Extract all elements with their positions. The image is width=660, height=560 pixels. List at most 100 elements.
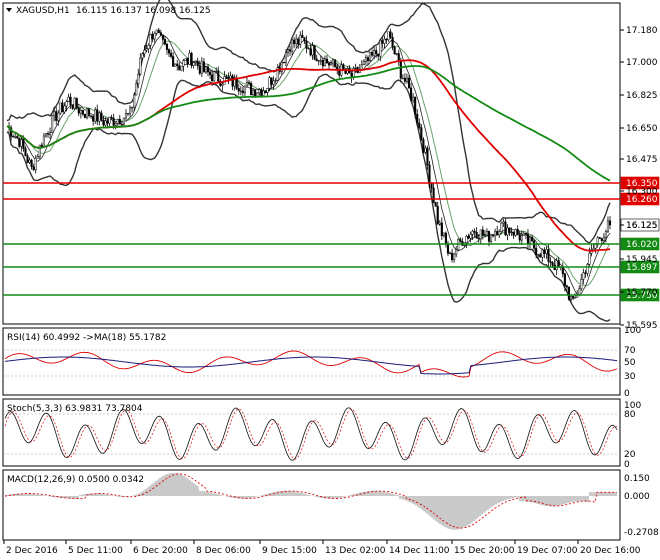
candle-body (135, 83, 138, 96)
candle-body (139, 57, 142, 75)
candle-body (354, 67, 357, 69)
candle-body (563, 273, 566, 287)
candle-body (467, 235, 470, 239)
candle-body (262, 90, 265, 96)
candle-body (323, 58, 326, 67)
candle-body (254, 90, 257, 97)
candle-body (284, 52, 287, 63)
candle-body (28, 159, 31, 163)
candle-body (110, 116, 113, 119)
candle-body (375, 50, 378, 55)
candle-body (373, 50, 376, 56)
candle-body (92, 116, 95, 122)
candle-body (377, 53, 380, 57)
candle-body (122, 117, 125, 125)
candle-body (42, 135, 45, 148)
stoch-signal-line (4, 408, 618, 460)
candle-body (362, 61, 365, 65)
bollinger-lower (6, 73, 611, 322)
time-axis-label: 20 Dec 16:00 (580, 546, 641, 556)
candle-body (34, 157, 37, 171)
ma-mid (6, 40, 611, 287)
price-axis-label: 16.475 (626, 155, 658, 165)
candle-body (502, 221, 505, 224)
candle-body (176, 63, 179, 66)
candle-body (510, 231, 513, 234)
candle-body (545, 249, 548, 254)
candle-body (297, 38, 300, 45)
candle-body (303, 37, 306, 42)
candle-body (280, 61, 283, 72)
rsi-panel[interactable] (2, 327, 621, 396)
level-label: 16.125 (626, 221, 658, 231)
candle-body (485, 230, 488, 236)
candle-body (245, 82, 249, 87)
candle-body (153, 33, 156, 40)
candle-body (516, 229, 519, 235)
candle-body (243, 85, 246, 94)
candle-body (522, 233, 525, 236)
candle-body (209, 71, 212, 75)
candle-body (106, 120, 109, 124)
candle-body (215, 70, 218, 73)
level-tag-16.350 (620, 176, 660, 190)
candle-body (258, 89, 261, 94)
candle-body (531, 236, 534, 242)
candle-body (407, 77, 411, 89)
candle-body (116, 119, 119, 124)
candle-body (551, 262, 554, 266)
candle-body (549, 261, 552, 263)
candle-body (188, 52, 191, 65)
candle-body (51, 115, 54, 133)
candle-body (247, 82, 251, 84)
candle-body (584, 272, 587, 274)
candle-body (270, 77, 273, 85)
candle-body (96, 109, 99, 122)
candle-body (453, 253, 456, 261)
candle-body (395, 53, 398, 55)
candle-body (426, 147, 429, 166)
candle-body (393, 46, 396, 55)
candle-body (239, 90, 242, 92)
candle-body (141, 53, 144, 59)
dropdown-arrow-icon[interactable] (6, 8, 12, 12)
stoch-axis-label: 100 (624, 401, 641, 411)
candle-body (381, 40, 384, 44)
candle-body (147, 45, 150, 50)
price-axis-label: 16.825 (626, 91, 658, 101)
stoch-main-line (4, 407, 618, 461)
candle-body (79, 110, 82, 114)
candle-body (217, 70, 220, 82)
candle-body (325, 58, 329, 64)
price-axis-label: 15.770 (626, 288, 658, 298)
candle-body (487, 230, 491, 242)
candle-body (479, 229, 482, 240)
candle-body (120, 123, 123, 126)
candle-body (606, 220, 609, 232)
candle-body (30, 159, 33, 168)
candle-body (151, 33, 154, 40)
candle-body (574, 297, 577, 299)
candle-body (481, 229, 484, 236)
candle-body (477, 237, 480, 240)
candle-body (32, 166, 35, 171)
candle-body (192, 62, 195, 66)
candle-body (565, 285, 568, 288)
candle-body (12, 136, 15, 138)
candle-body (268, 77, 271, 89)
price-panel[interactable] (2, 2, 621, 325)
ma-green (6, 65, 611, 182)
candle-body (535, 248, 538, 256)
stoch-panel[interactable] (2, 398, 621, 467)
candle-body (592, 247, 595, 250)
level-label: 16.020 (626, 240, 658, 250)
candle-body (225, 76, 228, 78)
macd-axis-label: 0.000 (624, 492, 650, 502)
candle-body (327, 62, 331, 66)
macd-panel[interactable] (2, 469, 621, 541)
candle-body (266, 88, 269, 93)
candle-body (330, 63, 333, 66)
candle-body (360, 64, 363, 70)
